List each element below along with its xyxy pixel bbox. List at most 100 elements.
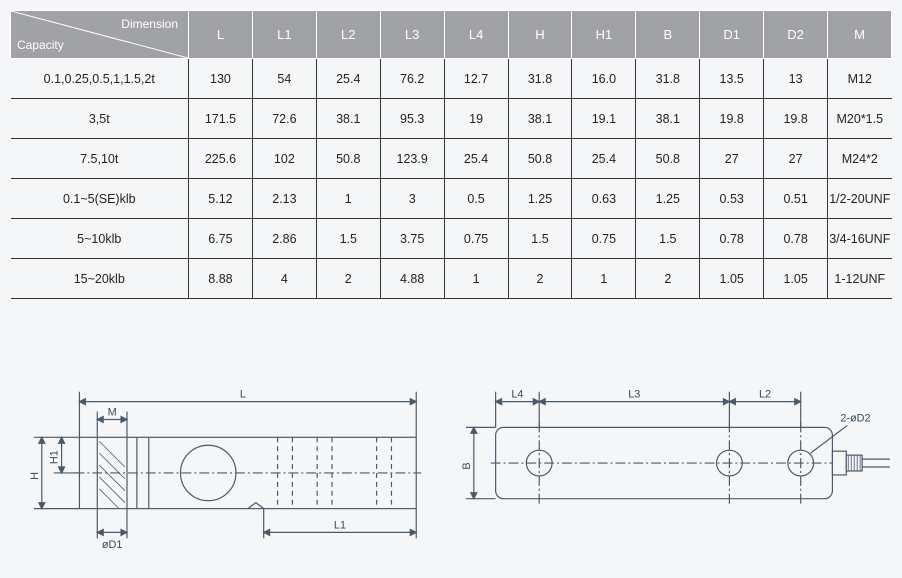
table-row: 0.1,0.25,0.5,1,1.5,2t1305425.476.212.731… bbox=[11, 59, 892, 99]
capacity-cell: 3,5t bbox=[11, 99, 189, 139]
col-M: M bbox=[828, 11, 892, 59]
value-cell: 0.78 bbox=[700, 219, 764, 259]
value-cell: 0.75 bbox=[444, 219, 508, 259]
value-cell: 19.8 bbox=[700, 99, 764, 139]
value-cell: 1 bbox=[316, 179, 380, 219]
col-H1: H1 bbox=[572, 11, 636, 59]
value-cell: 130 bbox=[189, 59, 253, 99]
value-cell: 2 bbox=[508, 259, 572, 299]
value-cell: 6.75 bbox=[189, 219, 253, 259]
col-L1: L1 bbox=[252, 11, 316, 59]
value-cell: 25.4 bbox=[316, 59, 380, 99]
value-cell: 0.78 bbox=[764, 219, 828, 259]
col-B: B bbox=[636, 11, 700, 59]
side-elevation-drawing: L M bbox=[20, 379, 426, 559]
capacity-cell: 5~10klb bbox=[11, 219, 189, 259]
value-cell: 31.8 bbox=[636, 59, 700, 99]
value-cell: M24*2 bbox=[828, 139, 892, 179]
value-cell: 102 bbox=[252, 139, 316, 179]
label-H1: H1 bbox=[49, 450, 61, 464]
value-cell: 13 bbox=[764, 59, 828, 99]
value-cell: 1.25 bbox=[508, 179, 572, 219]
value-cell: 19 bbox=[444, 99, 508, 139]
label-M: M bbox=[108, 407, 117, 419]
value-cell: 19.1 bbox=[572, 99, 636, 139]
label-L4: L4 bbox=[512, 389, 524, 401]
value-cell: 16.0 bbox=[572, 59, 636, 99]
value-cell: 0.63 bbox=[572, 179, 636, 219]
value-cell: 54 bbox=[252, 59, 316, 99]
value-cell: 5.12 bbox=[189, 179, 253, 219]
label-L2: L2 bbox=[759, 389, 771, 401]
value-cell: 1.5 bbox=[316, 219, 380, 259]
capacity-cell: 7.5,10t bbox=[11, 139, 189, 179]
label-B: B bbox=[461, 462, 473, 469]
header-row: Dimension Capacity L L1 L2 L3 L4 H H1 B … bbox=[11, 11, 892, 59]
value-cell: 12.7 bbox=[444, 59, 508, 99]
value-cell: 27 bbox=[764, 139, 828, 179]
value-cell: 4 bbox=[252, 259, 316, 299]
table-row: 5~10klb6.752.861.53.750.751.50.751.50.78… bbox=[11, 219, 892, 259]
value-cell: 2 bbox=[636, 259, 700, 299]
value-cell: 1.05 bbox=[700, 259, 764, 299]
value-cell: 76.2 bbox=[380, 59, 444, 99]
diag-header: Dimension Capacity bbox=[11, 11, 189, 59]
capacity-cell: 0.1~5(SE)klb bbox=[11, 179, 189, 219]
value-cell: 1-12UNF bbox=[828, 259, 892, 299]
value-cell: 0.75 bbox=[572, 219, 636, 259]
value-cell: 25.4 bbox=[444, 139, 508, 179]
value-cell: 50.8 bbox=[636, 139, 700, 179]
value-cell: 2.86 bbox=[252, 219, 316, 259]
dimension-label: Dimension bbox=[121, 17, 178, 31]
table-row: 15~20klb8.88424.8812121.051.051-12UNF bbox=[11, 259, 892, 299]
value-cell: 95.3 bbox=[380, 99, 444, 139]
value-cell: 1.05 bbox=[764, 259, 828, 299]
technical-drawings: L M bbox=[10, 379, 892, 559]
value-cell: 38.1 bbox=[636, 99, 700, 139]
label-D2: 2-øD2 bbox=[840, 412, 870, 424]
value-cell: 0.5 bbox=[444, 179, 508, 219]
value-cell: 19.8 bbox=[764, 99, 828, 139]
value-cell: 2 bbox=[316, 259, 380, 299]
value-cell: 38.1 bbox=[316, 99, 380, 139]
col-D1: D1 bbox=[700, 11, 764, 59]
value-cell: 25.4 bbox=[572, 139, 636, 179]
col-L: L bbox=[189, 11, 253, 59]
value-cell: 3/4-16UNF bbox=[828, 219, 892, 259]
table-row: 0.1~5(SE)klb5.122.13130.51.250.631.250.5… bbox=[11, 179, 892, 219]
label-L3: L3 bbox=[628, 389, 640, 401]
value-cell: 1/2-20UNF bbox=[828, 179, 892, 219]
value-cell: 13.5 bbox=[700, 59, 764, 99]
value-cell: 4.88 bbox=[380, 259, 444, 299]
value-cell: 31.8 bbox=[508, 59, 572, 99]
label-L: L bbox=[240, 389, 246, 401]
value-cell: 1.5 bbox=[508, 219, 572, 259]
value-cell: 3 bbox=[380, 179, 444, 219]
value-cell: 2.13 bbox=[252, 179, 316, 219]
value-cell: 27 bbox=[700, 139, 764, 179]
value-cell: 123.9 bbox=[380, 139, 444, 179]
capacity-cell: 0.1,0.25,0.5,1,1.5,2t bbox=[11, 59, 189, 99]
value-cell: 1 bbox=[444, 259, 508, 299]
value-cell: 1.25 bbox=[636, 179, 700, 219]
capacity-label: Capacity bbox=[17, 38, 64, 52]
capacity-cell: 15~20klb bbox=[11, 259, 189, 299]
col-H: H bbox=[508, 11, 572, 59]
value-cell: M20*1.5 bbox=[828, 99, 892, 139]
value-cell: 225.6 bbox=[189, 139, 253, 179]
col-L4: L4 bbox=[444, 11, 508, 59]
top-view-drawing: L4 L3 L2 bbox=[456, 379, 892, 559]
table-row: 7.5,10t225.610250.8123.925.450.825.450.8… bbox=[11, 139, 892, 179]
value-cell: 0.53 bbox=[700, 179, 764, 219]
value-cell: 1.5 bbox=[636, 219, 700, 259]
col-D2: D2 bbox=[764, 11, 828, 59]
value-cell: 72.6 bbox=[252, 99, 316, 139]
label-L1: L1 bbox=[334, 519, 346, 531]
value-cell: 8.88 bbox=[189, 259, 253, 299]
dimension-table: Dimension Capacity L L1 L2 L3 L4 H H1 B … bbox=[10, 10, 892, 299]
value-cell: 0.51 bbox=[764, 179, 828, 219]
label-H: H bbox=[29, 472, 41, 480]
value-cell: 50.8 bbox=[316, 139, 380, 179]
col-L3: L3 bbox=[380, 11, 444, 59]
col-L2: L2 bbox=[316, 11, 380, 59]
